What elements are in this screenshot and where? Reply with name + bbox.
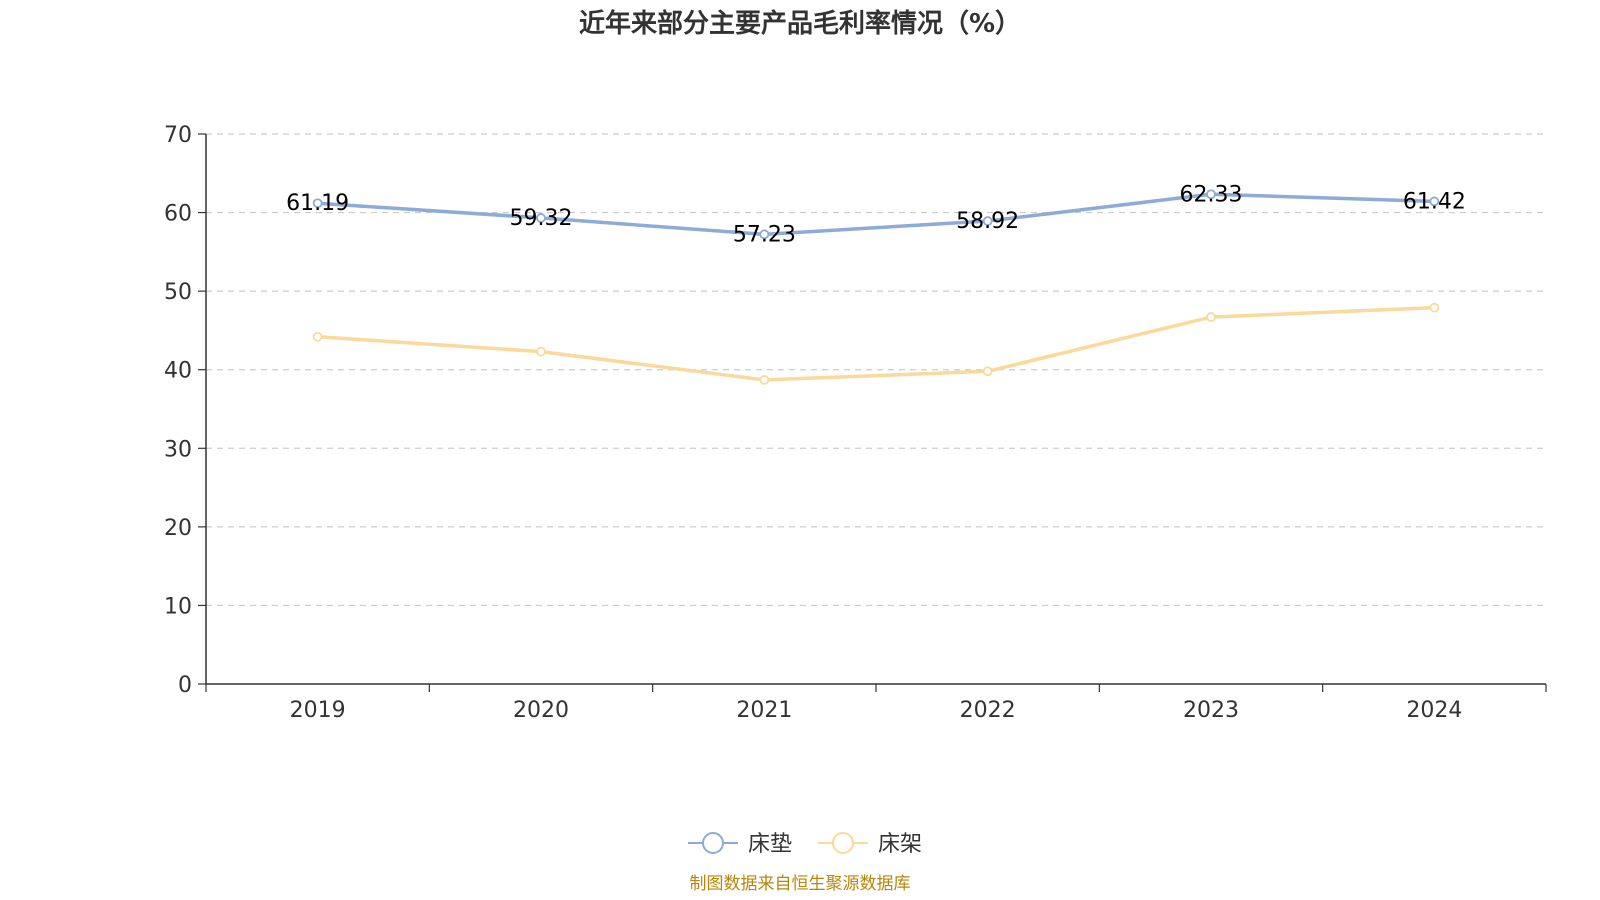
data-label: 57.23 (733, 222, 796, 247)
y-tick-label: 70 (164, 123, 192, 148)
data-point[interactable] (759, 375, 770, 385)
x-tick-label: 2022 (960, 698, 1016, 723)
data-point[interactable] (759, 229, 770, 240)
legend: 床垫 床架 (688, 832, 922, 857)
y-tick-label: 50 (164, 280, 192, 305)
x-tick-label: 2024 (1406, 698, 1462, 723)
series-line-1 (317, 192, 1435, 237)
y-tick-label: 10 (164, 594, 192, 619)
y-tick-label: 40 (164, 359, 192, 384)
x-tick-label: 2023 (1183, 698, 1239, 723)
legend-item-1[interactable]: 床垫 (688, 832, 792, 857)
chart-title: 近年来部分主要产品毛利率情况（%） (579, 8, 1021, 39)
data-label: 62.33 (1180, 182, 1243, 207)
data-point[interactable] (1206, 189, 1216, 200)
data-point[interactable] (982, 216, 993, 226)
legend-item-2[interactable]: 床架 (818, 832, 922, 857)
y-tick-label: 60 (164, 202, 192, 227)
source-note: 制图数据来自恒生聚源数据库 (690, 874, 911, 894)
x-tick-label: 2021 (736, 698, 792, 723)
data-label: 59.32 (510, 206, 573, 231)
data-point[interactable] (536, 213, 546, 223)
y-tick-label: 0 (178, 673, 192, 698)
data-label: 61.19 (286, 191, 349, 216)
y-tick-label: 30 (164, 437, 192, 462)
data-point[interactable] (312, 198, 323, 209)
data-label: 58.92 (956, 209, 1019, 234)
data-point[interactable] (982, 366, 993, 377)
data-point[interactable] (1429, 302, 1440, 313)
legend-label: 床垫 (748, 832, 792, 857)
legend-marker-icon (832, 832, 854, 854)
x-tick-label: 2020 (513, 698, 569, 723)
legend-label: 床架 (878, 832, 922, 857)
y-tick-label: 20 (164, 516, 192, 541)
data-label: 61.42 (1403, 189, 1466, 214)
data-point[interactable] (312, 331, 323, 342)
series-line-2 (317, 305, 1435, 382)
data-point[interactable] (536, 346, 546, 357)
legend-marker-icon (702, 832, 724, 854)
data-labels: 61.19 59.32 57.23 58.92 62.33 61.42 (286, 182, 1466, 247)
axes: 0 10 20 30 40 50 60 70 2019 2020 2021 2022 2023 2024 (164, 123, 1547, 723)
grid-lines (206, 133, 1546, 607)
series-layer (312, 189, 1440, 385)
data-point[interactable] (1429, 196, 1440, 207)
data-point[interactable] (1206, 312, 1216, 322)
x-tick-label: 2019 (290, 698, 346, 723)
